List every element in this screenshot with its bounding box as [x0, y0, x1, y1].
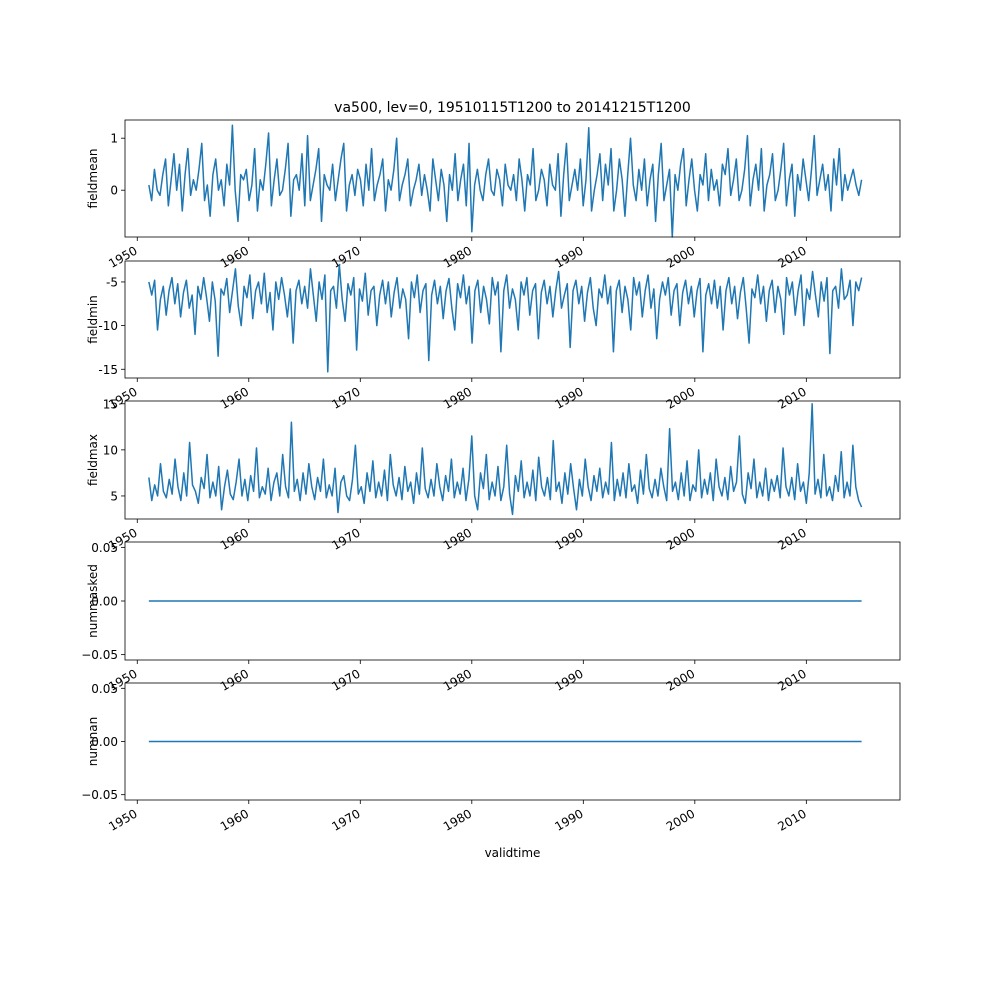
x-axis-label: validtime: [485, 846, 541, 860]
y-tick-label: -5: [106, 275, 118, 289]
y-tick-label: 0.05: [91, 541, 118, 555]
y-axis-label: fieldmin: [86, 295, 100, 344]
y-tick-label: 0.05: [91, 682, 118, 696]
series-line-fieldmax: [148, 403, 863, 516]
chart-title: va500, lev=0, 19510115T1200 to 20141215T…: [334, 100, 691, 116]
y-tick-label: −0.05: [81, 788, 118, 802]
y-tick-label: 1: [110, 132, 118, 146]
y-tick-label: 0: [110, 184, 118, 198]
y-tick-label: 15: [103, 397, 118, 411]
axes-frame: [124, 119, 901, 238]
y-tick-label: 5: [110, 489, 118, 503]
y-axis-label: fieldmax: [86, 434, 100, 486]
y-axis-label: fieldmean: [86, 149, 100, 209]
y-tick-label: 0.00: [91, 595, 118, 609]
y-tick-label: 0.00: [91, 735, 118, 749]
y-tick-label: -10: [98, 319, 118, 333]
axes-frame: [124, 400, 901, 520]
y-axis-label: nummasked: [86, 564, 100, 638]
series-line-fieldmin: [148, 263, 863, 373]
series-line-fieldmean: [148, 124, 863, 238]
y-tick-label: -15: [98, 363, 118, 377]
axes-frame: [124, 260, 901, 379]
y-tick-label: 10: [103, 443, 118, 457]
y-axis-label: numnan: [86, 717, 100, 766]
y-tick-label: −0.05: [81, 648, 118, 662]
